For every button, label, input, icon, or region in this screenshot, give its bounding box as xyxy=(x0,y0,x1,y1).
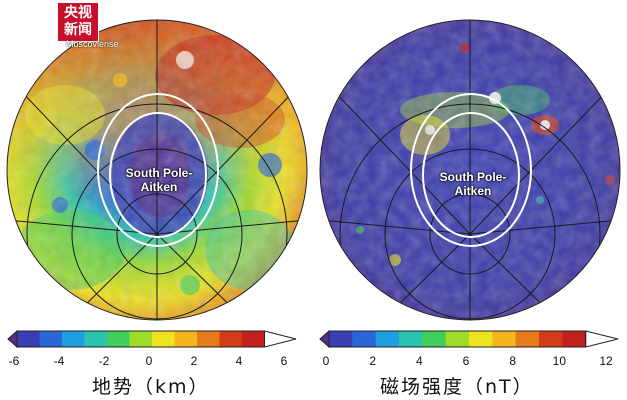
topography-tick-label: -6 xyxy=(8,354,20,368)
magnetic-colorbar-segment xyxy=(422,331,447,347)
magnetic-axis-title: 磁场强度（nT） xyxy=(380,376,534,398)
topography-colorbar-segment xyxy=(39,331,63,347)
topography-tick-label: 0 xyxy=(145,354,153,368)
topography-colorbar-high-arrow xyxy=(264,330,297,348)
magnetic-colorbar-segment xyxy=(445,331,470,347)
topography-colorbar-segment xyxy=(17,331,40,347)
topography-colorbar-segment xyxy=(152,331,175,347)
topography-colorbar-segment xyxy=(242,331,265,347)
topography-globe-rim xyxy=(6,19,308,321)
topography-axis-title: 地势（km） xyxy=(92,376,210,398)
topography-colorbar-segment xyxy=(197,331,220,347)
moscoviense-label: Moscoviense xyxy=(66,39,119,49)
topography-tick-label: 4 xyxy=(235,354,243,368)
topography-map xyxy=(7,20,307,320)
topography-tick-label: -2 xyxy=(98,354,110,368)
magnetic-tick-label: 4 xyxy=(415,354,423,368)
magnetic-tick-label: 8 xyxy=(509,354,516,368)
magnetic-colorbar-segment xyxy=(375,331,400,347)
cctv-news-logo: 央视 新闻 xyxy=(57,2,99,42)
topography-tick-label: -4 xyxy=(53,354,65,368)
magnetic-tick-label: 12 xyxy=(599,354,613,368)
magnetic-colorbar-high-arrow xyxy=(585,330,619,348)
magnetic-colorbar-segment xyxy=(492,331,517,347)
topography-basin-outline xyxy=(97,93,219,247)
logo-line-2: 新闻 xyxy=(64,22,92,38)
topography-colorbar-low-arrow xyxy=(7,329,18,349)
left-basin-label-line-2: Aitken xyxy=(140,180,178,194)
magnetic-basin-outline xyxy=(410,93,532,247)
topography-colorbar-frame xyxy=(16,330,265,348)
magnetic-colorbar xyxy=(319,329,619,349)
magnetic-colorbar-segment xyxy=(515,331,540,347)
magnetic-colorbar-segment xyxy=(539,331,563,347)
topography-colorbar xyxy=(7,329,297,349)
magnetic-tick-label: 6 xyxy=(462,354,470,368)
topography-colorbar-segment xyxy=(129,331,153,347)
magnetic-colorbar-frame xyxy=(328,330,587,348)
magnetic-tick-label: 10 xyxy=(552,354,567,368)
magnetic-colorbar-segment xyxy=(329,331,353,347)
magnetic-globe-rim xyxy=(319,19,621,321)
topography-tick-label: 2 xyxy=(190,354,198,368)
right-basin-label-line-2: Aitken xyxy=(454,184,492,198)
topography-tick-label: 6 xyxy=(280,354,288,368)
magnetic-colorbar-segment xyxy=(562,331,587,347)
topography-colorbar-segment xyxy=(84,331,108,347)
left-basin-label-line-1: South Pole- xyxy=(125,166,193,180)
topography-colorbar-segment xyxy=(62,331,85,347)
magnetic-colorbar-segment xyxy=(399,331,423,347)
magnetic-colorbar-segment xyxy=(469,331,493,347)
topography-colorbar-segment xyxy=(107,331,130,347)
magnetic-colorbar-low-arrow xyxy=(319,329,330,349)
right-basin-label-line-1: South Pole- xyxy=(439,170,507,184)
left-basin-label: South Pole- Aitken xyxy=(112,166,206,194)
topography-colorbar-segment xyxy=(219,331,243,347)
magnetic-colorbar-segment xyxy=(352,331,377,347)
topography-colorbar-segment xyxy=(174,331,198,347)
logo-line-1: 央视 xyxy=(64,5,92,21)
magnetic-tick-label: 0 xyxy=(322,354,330,368)
right-basin-label: South Pole- Aitken xyxy=(426,170,520,198)
magnetic-tick-label: 2 xyxy=(369,354,376,368)
